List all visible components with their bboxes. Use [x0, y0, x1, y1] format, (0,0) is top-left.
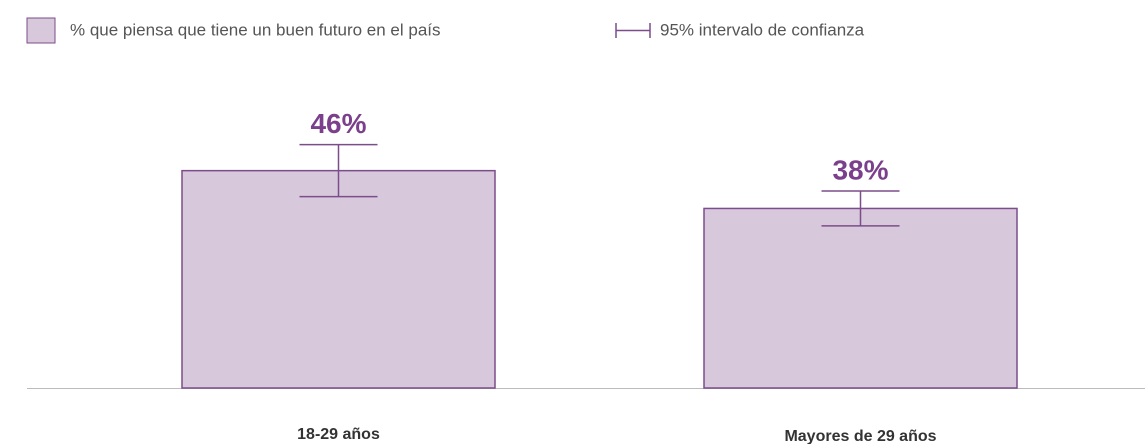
bar [181, 169, 496, 389]
legend-label: % que piensa que tiene un buen futuro en… [70, 20, 441, 39]
x-tick-label: 18-29 años [297, 426, 380, 443]
value-label: 46% [310, 108, 366, 139]
value-label: 38% [832, 154, 888, 185]
legend-swatch [26, 17, 56, 44]
bar [703, 207, 1018, 389]
x-tick-label: Mayores de 29 años [784, 428, 936, 444]
legend-error-label: 95% intervalo de confianza [660, 20, 865, 39]
legend-error-icon [615, 23, 651, 38]
